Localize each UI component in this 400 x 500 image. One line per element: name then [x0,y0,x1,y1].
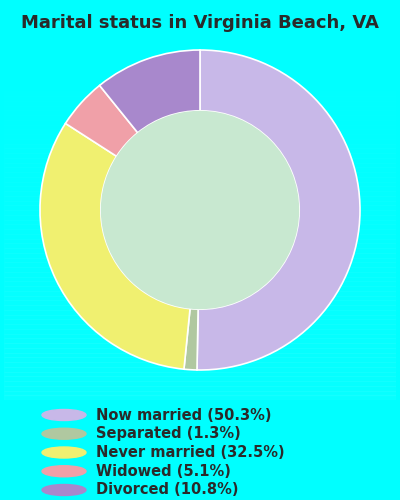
Bar [4,110,396,115]
Bar [4,129,396,134]
Bar [4,314,396,320]
Bar [4,162,396,167]
Bar [4,291,396,296]
Bar [4,53,396,58]
Bar [4,305,396,310]
Bar [4,367,396,372]
Bar [4,167,396,172]
Text: Never married (32.5%): Never married (32.5%) [96,445,285,460]
Bar [4,77,396,82]
Bar [4,276,396,281]
Bar [4,138,396,143]
Bar [4,320,396,324]
Bar [4,352,396,357]
Bar [4,200,396,205]
Bar [4,72,396,77]
Bar [4,343,396,348]
Text: Now married (50.3%): Now married (50.3%) [96,408,272,422]
Bar [4,120,396,124]
Bar [4,362,396,367]
Bar [4,329,396,334]
Bar [4,244,396,248]
Bar [4,39,396,44]
Bar [4,91,396,96]
Bar [4,224,396,229]
Wedge shape [184,308,198,370]
Bar [4,381,396,386]
Bar [4,58,396,62]
Bar [4,96,396,101]
Bar [4,86,396,91]
Bar [4,191,396,196]
Bar [4,182,396,186]
Bar [4,186,396,191]
Bar [4,372,396,376]
Bar [4,220,396,224]
Bar [4,281,396,286]
Bar [4,144,396,148]
Bar [4,205,396,210]
Bar [4,286,396,291]
Bar [4,153,396,158]
Wedge shape [40,124,190,369]
Bar [4,82,396,86]
Bar [4,262,396,267]
Text: Marital status in Virginia Beach, VA: Marital status in Virginia Beach, VA [21,14,379,32]
Bar [4,24,396,29]
Circle shape [42,428,86,440]
Bar [4,210,396,215]
Bar [4,20,396,24]
Text: Separated (1.3%): Separated (1.3%) [96,426,241,441]
Bar [4,390,396,395]
Bar [4,267,396,272]
Wedge shape [66,86,138,156]
Bar [4,30,396,34]
Bar [4,248,396,253]
Bar [4,148,396,153]
Bar [4,115,396,119]
Bar [4,395,396,400]
Bar [4,34,396,39]
Wedge shape [197,50,360,370]
Bar [4,229,396,234]
Bar [4,234,396,238]
Bar [4,338,396,343]
Circle shape [101,111,299,309]
Bar [4,62,396,68]
Bar [4,134,396,138]
Bar [4,177,396,182]
Text: Divorced (10.8%): Divorced (10.8%) [96,482,238,498]
Circle shape [42,410,86,420]
Circle shape [42,447,86,458]
Bar [4,310,396,314]
Bar [4,324,396,329]
Bar [4,106,396,110]
Bar [4,300,396,305]
Bar [4,101,396,105]
Circle shape [42,484,86,496]
Bar [4,172,396,177]
Bar [4,334,396,338]
Bar [4,348,396,352]
Circle shape [42,466,86,477]
Bar [4,48,396,53]
Bar [4,253,396,258]
Wedge shape [100,50,200,133]
Bar [4,386,396,390]
Bar [4,196,396,200]
Bar [4,296,396,300]
Bar [4,124,396,129]
Bar [4,44,396,48]
Bar [4,272,396,276]
Bar [4,376,396,381]
Bar [4,258,396,262]
Bar [4,68,396,72]
Bar [4,215,396,220]
Text: Widowed (5.1%): Widowed (5.1%) [96,464,231,479]
Bar [4,357,396,362]
Bar [4,238,396,244]
Bar [4,158,396,162]
